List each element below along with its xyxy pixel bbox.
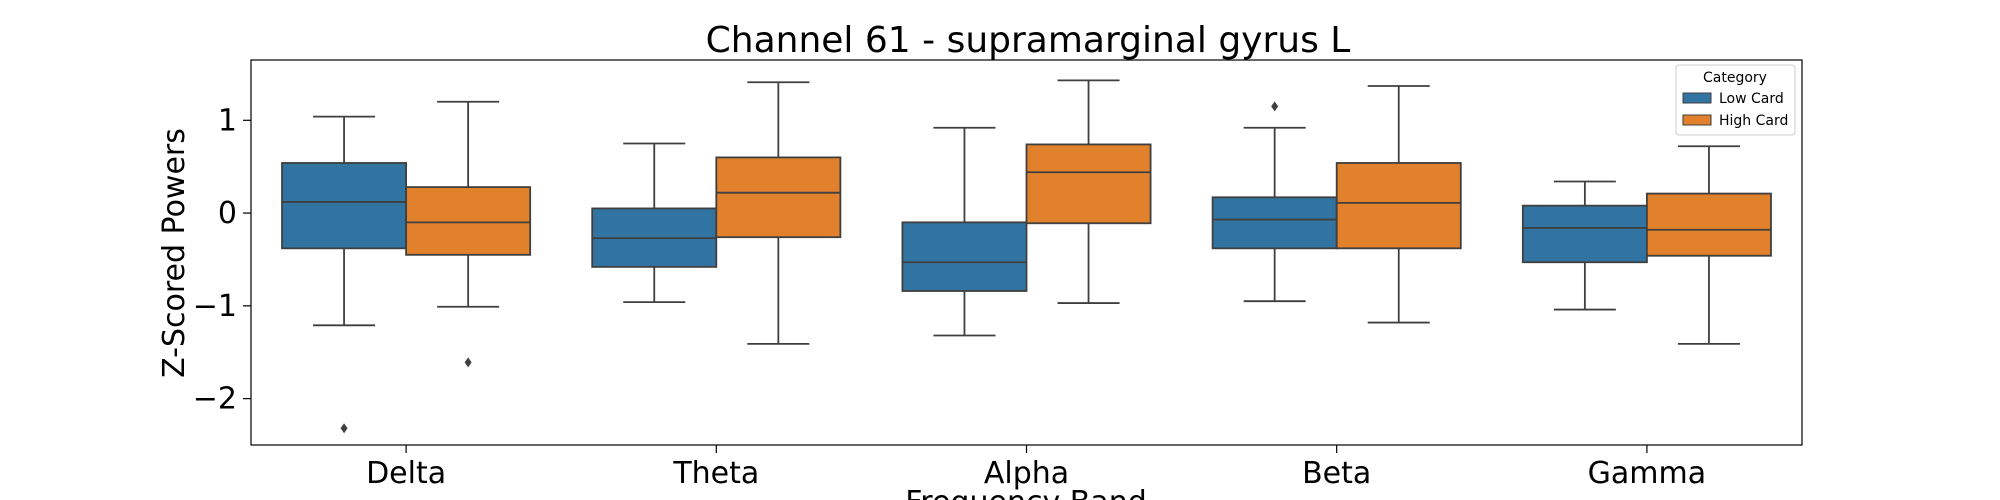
box: [901, 221, 1028, 292]
x-tick-label: Gamma: [1588, 456, 1706, 491]
box: [1211, 196, 1338, 250]
outlier-point: [1271, 101, 1279, 112]
x-tick-label: Delta: [366, 456, 446, 491]
legend-title: Category: [1703, 70, 1767, 86]
box: [405, 186, 532, 256]
y-tick-label: 1: [218, 103, 237, 138]
box: [1025, 143, 1152, 225]
chart-title: Channel 61 - supramarginal gyrus L: [706, 20, 1351, 61]
x-tick-label: Beta: [1302, 456, 1371, 491]
box: [1646, 192, 1772, 257]
legend-label-low-card: Low Card: [1719, 91, 1784, 107]
legend-swatch-low-card: [1682, 92, 1712, 104]
plot-frame: [250, 59, 1803, 446]
x-tick-label: Alpha: [984, 456, 1069, 491]
x-tick-label: Theta: [672, 456, 759, 491]
legend-swatch-high-card: [1682, 114, 1712, 126]
box: [1335, 162, 1462, 250]
box: [1521, 204, 1648, 264]
outlier-point: [340, 423, 348, 434]
y-tick-label: 0: [218, 196, 237, 231]
y-tick-label: −1: [193, 289, 237, 324]
x-axis-label: Frequency Band: [905, 485, 1147, 500]
legend: Category Low Card High Card: [1675, 64, 1796, 136]
plot-area: −2 −1 0 1 Delta Theta Alpha Beta Gamma: [193, 79, 1772, 491]
outlier-point: [464, 357, 472, 368]
box: [281, 162, 407, 250]
box: [715, 156, 842, 239]
legend-label-high-card: High Card: [1719, 113, 1788, 129]
y-axis-label: Z-Scored Powers: [157, 128, 192, 378]
y-tick-label: −2: [193, 382, 237, 417]
